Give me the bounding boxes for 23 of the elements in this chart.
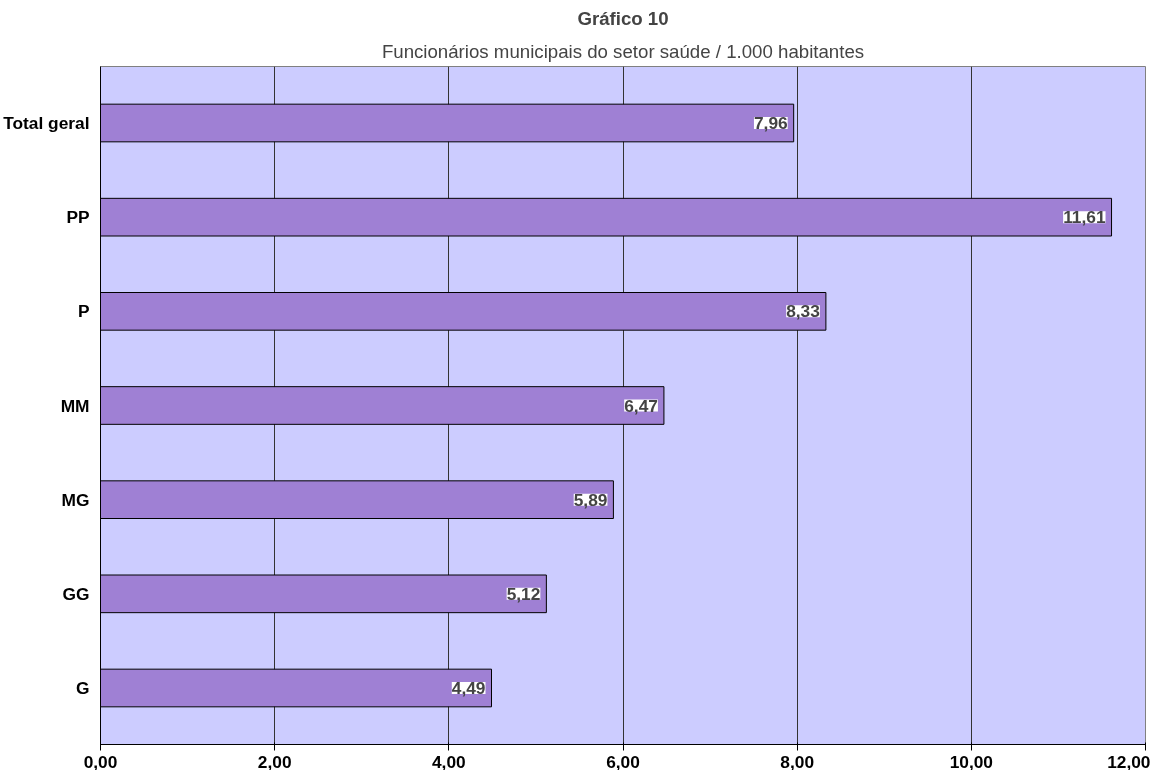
y-tick-label: MG (61, 489, 90, 510)
y-tick-label: Total geral (3, 113, 90, 133)
data-label: 5,12 (506, 583, 541, 604)
y-tick-label: G (76, 678, 90, 698)
x-tick-label: 2,00 (257, 751, 292, 772)
data-label: 11,61 (1063, 207, 1106, 228)
x-tick-label: 12,00 (1107, 751, 1151, 772)
data-label: 4,49 (451, 678, 486, 698)
data-label: 6,47 (624, 395, 658, 416)
data-label: 7,96 (753, 113, 789, 133)
y-tick-label: PP (66, 207, 90, 228)
y-tick-label: GG (62, 583, 90, 604)
x-tick-label: 8,00 (780, 751, 815, 772)
y-tick-label: MM (60, 395, 90, 416)
x-tick-label: 6,00 (606, 751, 640, 772)
y-tick-label: P (77, 301, 90, 322)
chart-title: Gráfico 10 (577, 7, 669, 29)
x-tick-label: 0,00 (83, 751, 118, 772)
data-label: 8,33 (786, 301, 821, 322)
x-tick-label: 10,00 (949, 751, 994, 772)
data-label: 5,89 (573, 489, 608, 510)
chart-subtitle: Funcionários municipais do setor saúde / 1.000 habitantes (381, 40, 865, 62)
x-tick-label: 4,00 (431, 751, 466, 772)
